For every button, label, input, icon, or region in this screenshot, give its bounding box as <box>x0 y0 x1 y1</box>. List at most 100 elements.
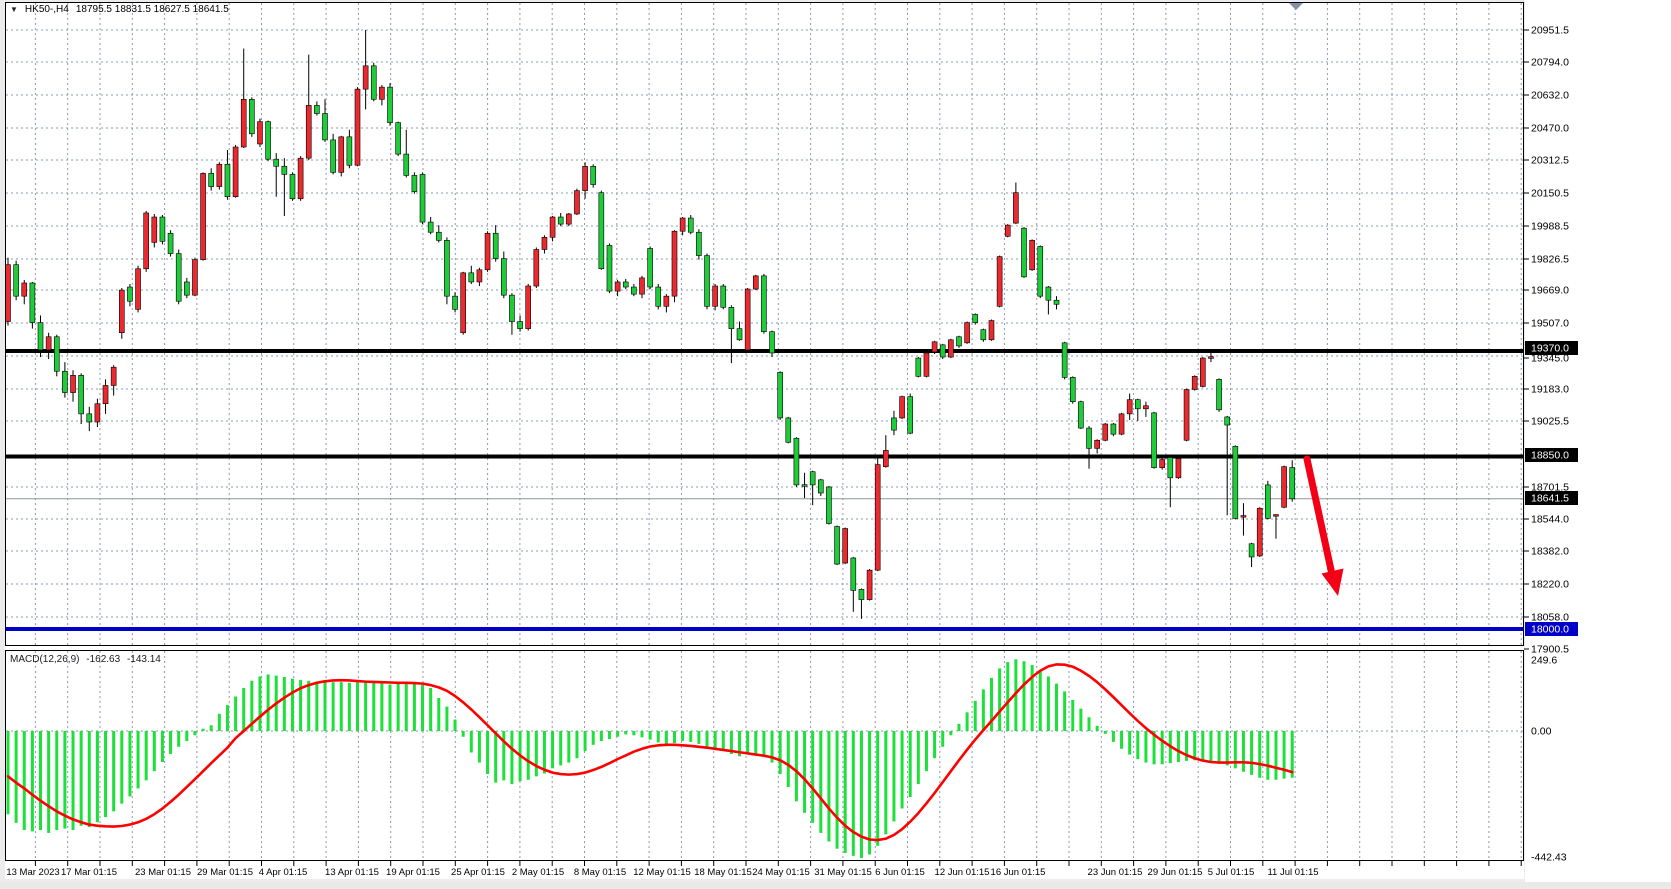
macd-panel[interactable] <box>6 659 1294 858</box>
macd-histogram-bar <box>664 731 668 745</box>
arrow-shaft <box>1303 455 1337 583</box>
macd-histogram-bar <box>1274 731 1278 780</box>
macd-histogram-bar <box>599 731 603 742</box>
bull-candle <box>151 216 158 243</box>
macd-histogram-bar <box>209 725 213 731</box>
macd-histogram-bar <box>477 731 481 763</box>
macd-histogram-bar <box>1030 664 1034 731</box>
bull-candle <box>663 295 670 307</box>
macd-histogram-bar <box>640 731 644 738</box>
bear-candle <box>793 437 800 486</box>
macd-histogram-bar <box>794 731 798 802</box>
macd-histogram-bar <box>705 731 709 747</box>
macd-histogram-bar <box>339 682 343 731</box>
macd-histogram-bar <box>136 731 140 789</box>
bear-candle <box>736 328 743 341</box>
macd-histogram-bar <box>778 731 782 775</box>
macd-histogram-bar <box>169 731 173 754</box>
price-line-label: 19370.0 <box>1531 343 1569 355</box>
price-scale-background[interactable] <box>1525 0 1671 882</box>
macd-histogram-bar <box>819 731 823 833</box>
macd-histogram-bar <box>827 731 831 842</box>
macd-histogram-bar <box>1038 670 1042 731</box>
bear-candle <box>13 264 19 297</box>
macd-histogram-bar <box>347 682 351 731</box>
macd-histogram-bar <box>1290 731 1294 778</box>
time-axis[interactable]: 13 Mar 2023 17 Mar 01:15 23 Mar 01:15 29 Ma… <box>6 861 1522 878</box>
time-axis-label: 13 Mar 2023 <box>6 867 59 878</box>
bear-candle <box>1151 412 1157 468</box>
bear-candle <box>915 357 922 377</box>
price-axis-label: 18701.5 <box>1531 482 1569 494</box>
bull-candle <box>866 569 873 600</box>
macd-histogram-bar <box>681 731 685 742</box>
macd-histogram-bar <box>1079 708 1083 731</box>
macd-histogram-bar <box>835 731 839 849</box>
bull-candle <box>362 65 369 90</box>
macd-histogram-bar <box>453 719 457 731</box>
macd-histogram-bar <box>258 676 262 731</box>
macd-histogram-bar <box>729 731 733 754</box>
macd-histogram-bar <box>290 678 294 731</box>
macd-axis-label: -442.43 <box>1531 852 1567 864</box>
macd-histogram-bar <box>1063 691 1067 731</box>
macd-indicator-label: MACD(12,26,9) -162.63 -143.14 <box>10 654 165 665</box>
macd-histogram-bar <box>55 731 59 831</box>
bear-candle <box>687 217 694 233</box>
down-arrow-annotation[interactable] <box>1303 455 1344 596</box>
time-axis-label: 19 Apr 01:15 <box>386 867 440 878</box>
bear-candle <box>801 484 808 487</box>
macd-histogram-bar <box>364 680 368 731</box>
macd-histogram-bar <box>575 731 579 759</box>
macd-histogram-bar <box>1250 731 1254 775</box>
macd-histogram-bar <box>152 731 156 772</box>
macd-histogram-bar <box>851 731 855 856</box>
macd-histogram-bar <box>412 682 416 731</box>
macd-histogram-bar <box>868 731 872 855</box>
price-line-label-box <box>1525 448 1578 462</box>
bear-candle <box>972 314 979 323</box>
price-axis-label: 18220.0 <box>1531 579 1569 591</box>
bear-candle <box>289 174 296 200</box>
macd-histogram-bar <box>79 731 83 826</box>
bottom-strip <box>0 882 1671 889</box>
bear-candle <box>281 165 288 175</box>
macd-histogram-bar <box>323 682 327 731</box>
price-axis[interactable]: 20951.5 20794.0 20632.0 20470.0 20312.5 20150… <box>1524 25 1578 864</box>
bull-candle <box>70 375 76 393</box>
chevron-down-icon[interactable]: ▼ <box>10 5 18 14</box>
macd-histogram-bar <box>1046 676 1050 731</box>
bull-candle <box>1159 459 1165 468</box>
macd-histogram-bar <box>1176 731 1180 763</box>
bear-candle <box>1110 423 1117 435</box>
candlestick-series[interactable] <box>5 30 1296 619</box>
bull-candle <box>192 259 198 296</box>
bull-candle <box>639 277 645 295</box>
chart-shift-marker[interactable] <box>1289 3 1303 10</box>
bull-candle <box>1029 240 1035 271</box>
macd-histogram-bar <box>803 731 807 813</box>
bull-candle <box>1200 357 1206 387</box>
bear-candle <box>387 86 393 123</box>
time-axis-label: 17 Mar 01:15 <box>61 867 117 878</box>
bull-candle <box>143 212 149 270</box>
bear-candle <box>78 375 84 415</box>
price-axis-label: 20150.5 <box>1531 188 1569 200</box>
bear-candle <box>314 105 320 114</box>
bear-candle <box>834 526 840 565</box>
price-axis-label: 19345.0 <box>1531 353 1569 365</box>
bear-candle <box>492 232 499 259</box>
macd-histogram-bar <box>1136 731 1140 760</box>
bear-candle <box>509 294 515 322</box>
time-axis-label: 2 May 01:15 <box>512 867 564 878</box>
bull-candle <box>1102 423 1109 441</box>
macd-histogram-bar <box>193 731 197 736</box>
bear-candle <box>1037 246 1044 297</box>
bull-candle <box>379 86 385 100</box>
bull-candle <box>94 403 101 423</box>
time-axis-label: 4 Apr 01:15 <box>259 867 308 878</box>
time-axis-label: 25 Apr 01:15 <box>451 867 505 878</box>
bear-candle <box>53 336 60 372</box>
